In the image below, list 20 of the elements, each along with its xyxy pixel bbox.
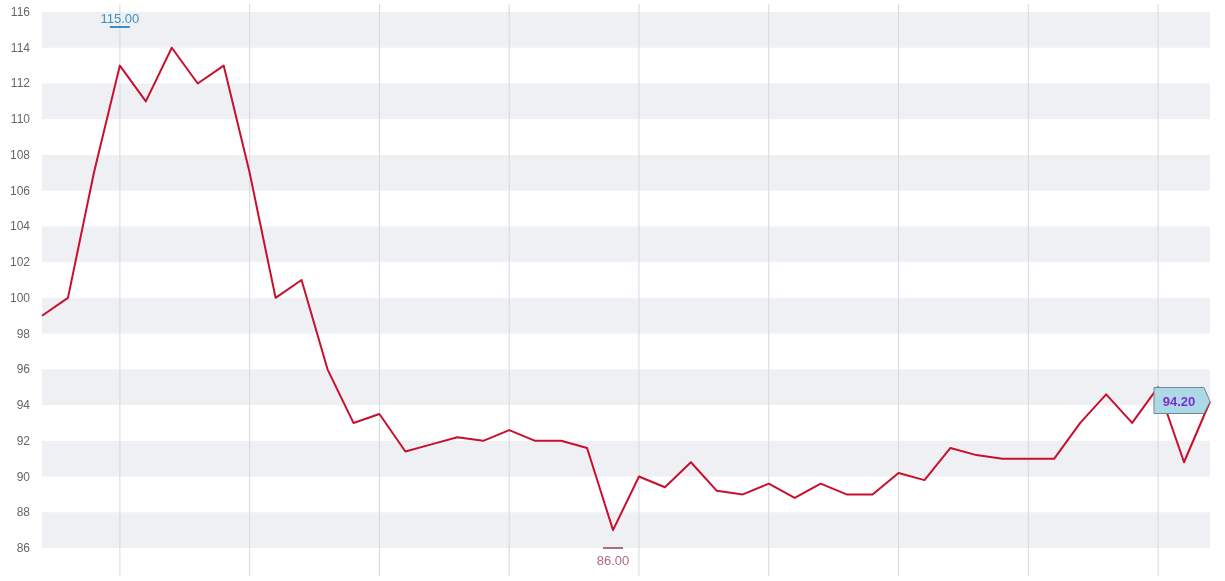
- y-tick-label: 104: [9, 219, 31, 234]
- y-tick-label: 88: [16, 505, 31, 520]
- y-tick-label: 86: [16, 541, 31, 555]
- line-series: [41, 46, 1211, 532]
- y-tick-label: 106: [9, 183, 31, 198]
- y-tick-label: 96: [16, 362, 31, 377]
- y-tick-label: 114: [10, 40, 31, 55]
- data-label: 94.20: [1162, 394, 1196, 410]
- annotation: 115.00: [100, 11, 140, 26]
- y-tick-label: 110: [10, 112, 31, 127]
- y-tick-label: 90: [16, 469, 31, 484]
- y-tick-label: 112: [10, 76, 31, 91]
- y-tick-label: 100: [9, 290, 31, 305]
- y-tick-label: 98: [16, 326, 31, 341]
- y-tick-label: 94: [16, 398, 31, 413]
- y-tick-label: 102: [9, 255, 31, 270]
- text: 86.00: [596, 553, 630, 568]
- y-tick-label: 92: [16, 433, 31, 448]
- y-tick-label: 116: [10, 5, 31, 19]
- y-tick-label: 108: [9, 147, 31, 162]
